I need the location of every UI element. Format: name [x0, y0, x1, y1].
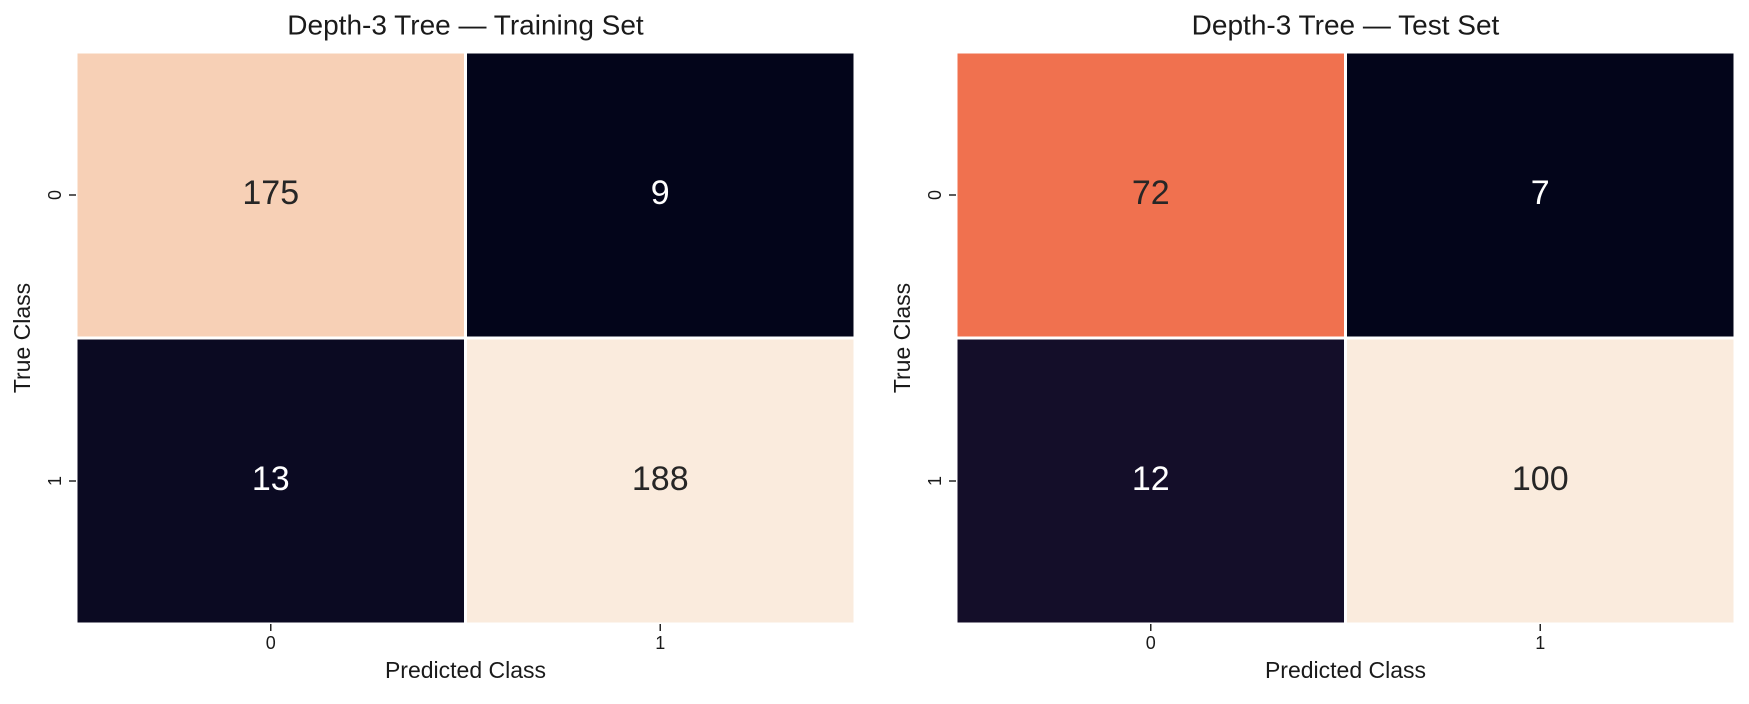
- heatmap-cell: [464, 50, 857, 340]
- cell-label: 12: [1132, 460, 1170, 498]
- cell-label: 7: [1531, 174, 1550, 212]
- cell-label: 175: [242, 174, 299, 212]
- heatmap-cell: [74, 336, 467, 626]
- y-tick-label: 0: [45, 190, 65, 200]
- y-tick-label: 0: [925, 190, 945, 200]
- y-tick-label: 1: [925, 476, 945, 486]
- y-tick-label: 1: [45, 476, 65, 486]
- x-axis-label: Predicted Class: [1265, 657, 1426, 683]
- heatmap-cell: [74, 50, 467, 340]
- cell-label: 188: [632, 460, 689, 498]
- x-tick-label: 0: [1146, 633, 1156, 653]
- x-axis-label: Predicted Class: [385, 657, 546, 683]
- heatmap-cell: [954, 336, 1347, 626]
- cell-label: 72: [1132, 174, 1170, 212]
- x-tick-label: 0: [266, 633, 276, 653]
- cell-label: 9: [651, 174, 670, 212]
- heatmap-cell: [464, 336, 857, 626]
- heatmap-cell: [1344, 336, 1737, 626]
- y-axis-label: True Class: [9, 283, 35, 393]
- chart-title: Depth-3 Tree — Training Set: [287, 9, 644, 40]
- heatmap-cell: [1344, 50, 1737, 340]
- y-axis-label: True Class: [889, 283, 915, 393]
- x-tick-label: 1: [655, 633, 665, 653]
- chart-title: Depth-3 Tree — Test Set: [1192, 9, 1500, 40]
- cell-label: 100: [1512, 460, 1569, 498]
- x-tick-label: 1: [1535, 633, 1545, 653]
- cell-label: 13: [252, 460, 290, 498]
